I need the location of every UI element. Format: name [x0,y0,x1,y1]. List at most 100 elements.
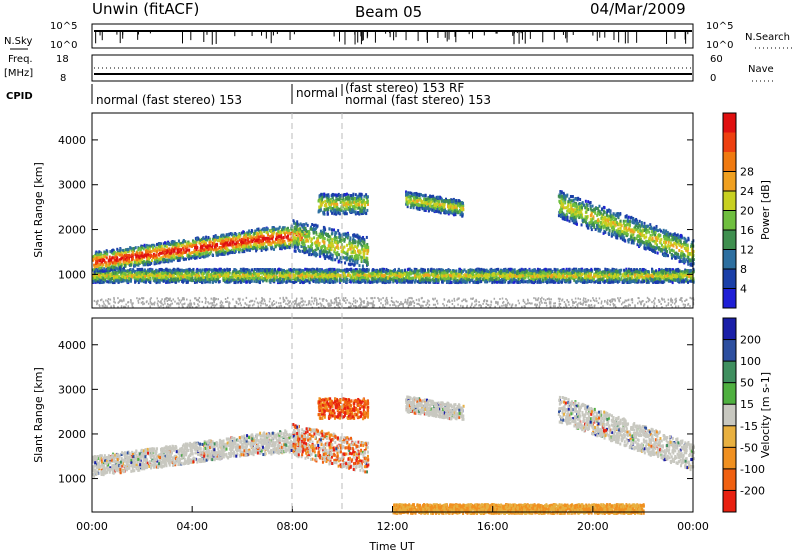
echo-cell [606,272,609,276]
echo-cell [471,278,474,282]
echo-cell [628,272,631,276]
echo-cell [243,268,246,272]
echo-cell [299,276,302,280]
echo-cell [472,274,475,278]
echo-cell [622,272,625,276]
echo-cell [356,280,359,284]
echo-cell [220,267,223,271]
echo-cell [282,268,285,272]
echo-cell [136,274,139,278]
echo-cell [536,280,539,284]
echo-cell [600,270,603,274]
echo-cell [330,279,333,283]
echo-cell [285,276,288,280]
echo-cell [222,275,225,279]
echo-cell [567,278,570,282]
echo-cell [652,270,655,274]
echo-cell [102,273,105,277]
echo-cell [672,270,675,274]
echo-cell [615,272,618,276]
echo-cell [328,280,331,284]
echo-cell [542,271,545,275]
echo-cell [579,276,582,280]
echo-cell [432,280,435,284]
echo-cell [289,277,292,281]
echo-cell [358,274,361,278]
echo-cell [195,270,198,274]
echo-cell [502,273,505,277]
echo-cell [169,279,172,283]
echo-cell [512,270,515,274]
echo-cell [190,273,193,277]
echo-cell [401,269,404,273]
echo-cell [642,268,645,272]
echo-cell [296,268,299,272]
echo-cell [685,273,688,277]
cpid-label: CPID [6,91,33,102]
echo-cell [631,276,634,280]
echo-cell [469,278,472,282]
echo-cell [659,271,662,275]
echo-cell [631,272,634,276]
echo-cell [303,271,306,275]
echo-cell [668,273,671,277]
echo-cell [154,273,157,277]
echo-cell [186,271,189,275]
echo-cell [173,278,176,282]
echo-cell [207,280,210,284]
echo-cell [604,279,607,283]
echo-cell [218,280,221,284]
echo-cell [111,256,114,260]
echo-cell [507,270,510,274]
echo-cell [424,271,427,275]
echo-cell [576,279,579,283]
echo-cell [507,273,510,277]
echo-cell [452,275,455,279]
echo-cell [121,275,124,279]
echo-cell [503,272,506,276]
echo-cell [122,279,125,283]
echo-cell [196,274,199,278]
echo-cell [478,279,481,283]
echo-cell [170,274,173,278]
echo-cell [204,245,207,249]
echo-cell [581,272,584,276]
nsearch-tick-top: 10^5 [706,21,733,32]
echo-cell [129,267,132,271]
echo-cell [313,268,316,272]
echo-cell [238,233,241,237]
echo-cell [425,273,428,277]
echo-cell [484,273,487,277]
echo-cell [388,279,391,283]
echo-cell [256,267,259,271]
echo-cell [360,279,363,283]
echo-cell [300,269,303,273]
echo-cell [569,271,572,275]
echo-cell [482,278,485,282]
echo-cell [221,237,224,241]
echo-cell [680,280,683,284]
echo-cell [677,269,680,273]
echo-cell [539,270,542,274]
echo-cell [544,279,547,283]
echo-cell [148,269,151,273]
echo-cell [588,272,591,276]
echo-cell [548,268,551,272]
echo-cell [265,271,268,275]
echo-cell [226,279,229,283]
echo-cell [593,267,596,271]
echo-cell [258,281,261,285]
echo-cell [355,268,358,272]
echo-cell [574,275,577,279]
echo-cell [584,276,587,280]
echo-cell [145,272,148,276]
echo-cell [186,276,189,280]
echo-cell [126,280,129,284]
echo-cell [259,278,262,282]
echo-cell [192,267,195,271]
nsearch-label: N.Search [745,32,790,43]
echo-cell [376,280,379,284]
echo-cell [462,279,465,283]
echo-cell [624,278,627,282]
echo-cell [382,274,385,278]
